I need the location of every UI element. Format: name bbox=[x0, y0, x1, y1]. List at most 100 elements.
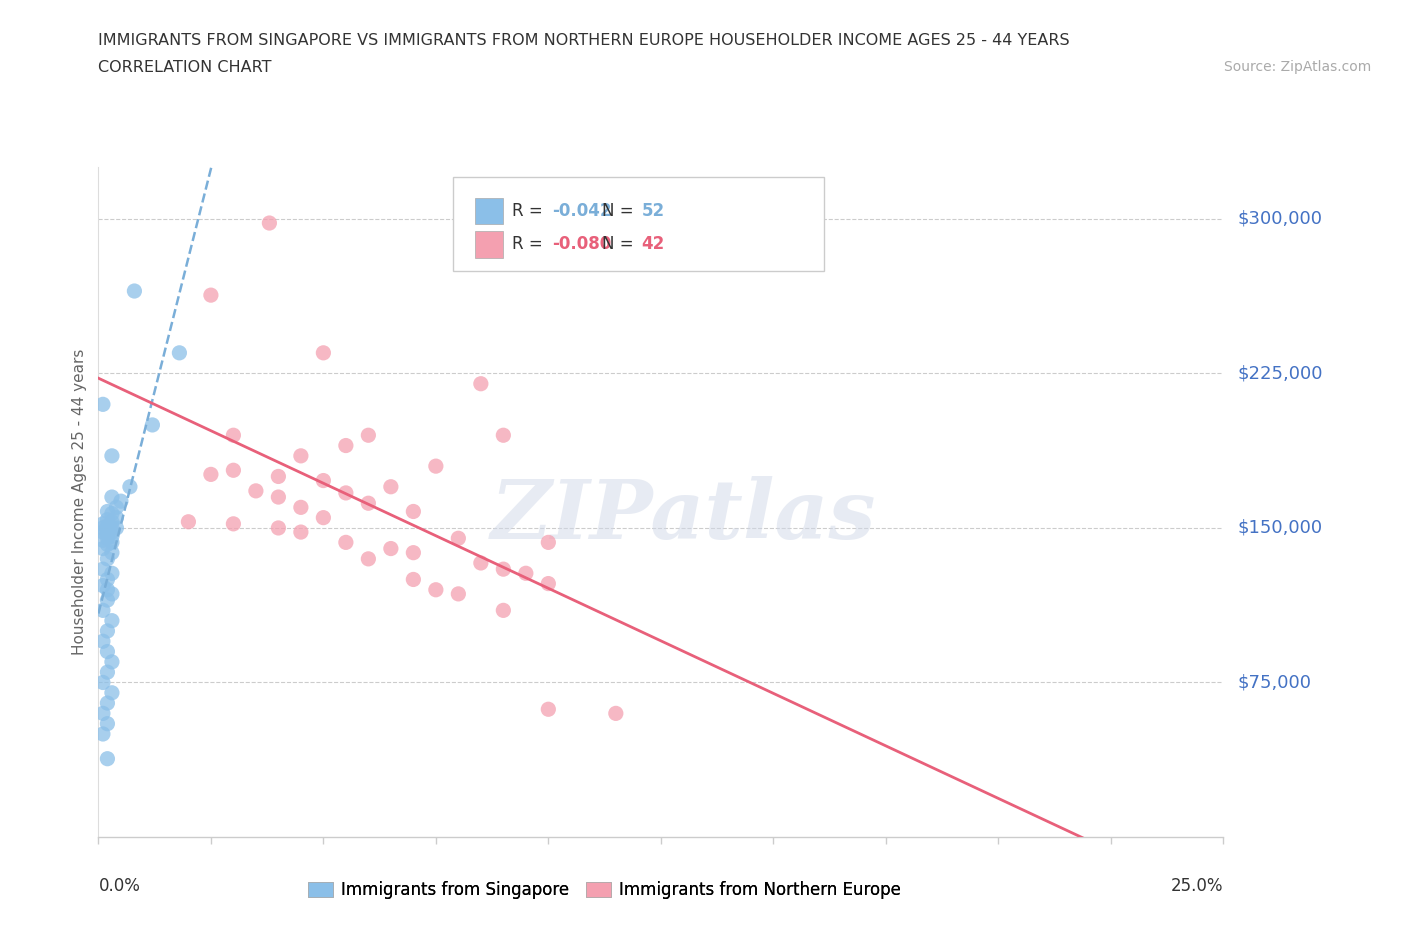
Point bbox=[96, 537, 118, 551]
Point bbox=[402, 545, 425, 560]
Text: N =: N = bbox=[602, 202, 640, 219]
Point bbox=[470, 555, 492, 570]
Point bbox=[105, 500, 128, 515]
Point bbox=[91, 541, 114, 556]
Point bbox=[96, 644, 118, 659]
Text: -0.080: -0.080 bbox=[551, 235, 612, 253]
Text: 0.0%: 0.0% bbox=[98, 877, 141, 896]
Point bbox=[91, 562, 114, 577]
Point bbox=[101, 525, 124, 539]
Point bbox=[91, 397, 114, 412]
Point bbox=[96, 665, 118, 680]
Point bbox=[101, 489, 124, 504]
Point bbox=[91, 578, 114, 593]
Point bbox=[290, 500, 312, 515]
Legend: Immigrants from Singapore, Immigrants from Northern Europe: Immigrants from Singapore, Immigrants fr… bbox=[301, 874, 908, 906]
Point bbox=[492, 428, 515, 443]
Point bbox=[101, 545, 124, 560]
Text: N =: N = bbox=[602, 235, 640, 253]
Point bbox=[312, 473, 335, 488]
Point bbox=[267, 469, 290, 484]
Point bbox=[96, 531, 118, 546]
Point bbox=[222, 516, 245, 531]
FancyBboxPatch shape bbox=[453, 178, 824, 272]
Point bbox=[101, 613, 124, 628]
Text: $150,000: $150,000 bbox=[1237, 519, 1322, 537]
Point bbox=[96, 716, 118, 731]
Text: R =: R = bbox=[512, 202, 548, 219]
Point bbox=[537, 577, 560, 591]
Point bbox=[96, 751, 118, 766]
Point bbox=[141, 418, 163, 432]
Point bbox=[290, 525, 312, 539]
Text: Source: ZipAtlas.com: Source: ZipAtlas.com bbox=[1223, 60, 1371, 74]
Point bbox=[290, 448, 312, 463]
FancyBboxPatch shape bbox=[475, 231, 503, 258]
Point bbox=[96, 523, 118, 538]
Point bbox=[101, 514, 124, 529]
Point bbox=[402, 572, 425, 587]
Point bbox=[357, 551, 380, 566]
Point bbox=[101, 506, 124, 521]
Point bbox=[200, 467, 222, 482]
Point bbox=[105, 511, 128, 525]
Point bbox=[177, 514, 200, 529]
Point bbox=[380, 479, 402, 494]
Point bbox=[380, 541, 402, 556]
Point bbox=[118, 479, 141, 494]
Point bbox=[101, 535, 124, 550]
Point bbox=[101, 565, 124, 580]
Point bbox=[96, 504, 118, 519]
Point bbox=[124, 284, 146, 299]
Point bbox=[96, 518, 118, 533]
Point bbox=[96, 582, 118, 597]
Text: 42: 42 bbox=[641, 235, 665, 253]
Point bbox=[470, 377, 492, 392]
Text: R =: R = bbox=[512, 235, 548, 253]
Point bbox=[447, 531, 470, 546]
Point bbox=[200, 287, 222, 302]
Point bbox=[101, 685, 124, 700]
Text: IMMIGRANTS FROM SINGAPORE VS IMMIGRANTS FROM NORTHERN EUROPE HOUSEHOLDER INCOME : IMMIGRANTS FROM SINGAPORE VS IMMIGRANTS … bbox=[98, 33, 1070, 47]
Point bbox=[267, 489, 290, 504]
Point bbox=[447, 587, 470, 602]
Point bbox=[169, 345, 191, 360]
Text: 25.0%: 25.0% bbox=[1171, 877, 1223, 896]
Point bbox=[357, 428, 380, 443]
Point bbox=[222, 428, 245, 443]
Point bbox=[492, 562, 515, 577]
Point bbox=[96, 551, 118, 566]
Point bbox=[425, 582, 447, 597]
Point bbox=[312, 511, 335, 525]
Point bbox=[105, 521, 128, 536]
Text: ZIPatlas: ZIPatlas bbox=[491, 475, 876, 555]
Point bbox=[101, 448, 124, 463]
Point bbox=[96, 572, 118, 587]
Point bbox=[335, 535, 357, 550]
Point bbox=[96, 623, 118, 638]
Point bbox=[91, 726, 114, 741]
Point bbox=[537, 535, 560, 550]
Point bbox=[222, 463, 245, 478]
Point bbox=[91, 675, 114, 690]
Point bbox=[91, 525, 114, 539]
Point bbox=[96, 512, 118, 527]
Point bbox=[357, 496, 380, 511]
Point bbox=[96, 592, 118, 607]
Point bbox=[605, 706, 627, 721]
Point bbox=[91, 516, 114, 531]
Point bbox=[91, 521, 114, 536]
Text: CORRELATION CHART: CORRELATION CHART bbox=[98, 60, 271, 75]
Point bbox=[96, 526, 118, 541]
Text: $300,000: $300,000 bbox=[1237, 210, 1322, 228]
Point bbox=[91, 603, 114, 618]
Point bbox=[91, 634, 114, 649]
Point bbox=[101, 529, 124, 544]
Point bbox=[402, 504, 425, 519]
Point bbox=[335, 485, 357, 500]
Text: 52: 52 bbox=[641, 202, 665, 219]
Point bbox=[101, 655, 124, 670]
Point bbox=[91, 706, 114, 721]
Point bbox=[101, 521, 124, 536]
Point bbox=[110, 494, 132, 509]
